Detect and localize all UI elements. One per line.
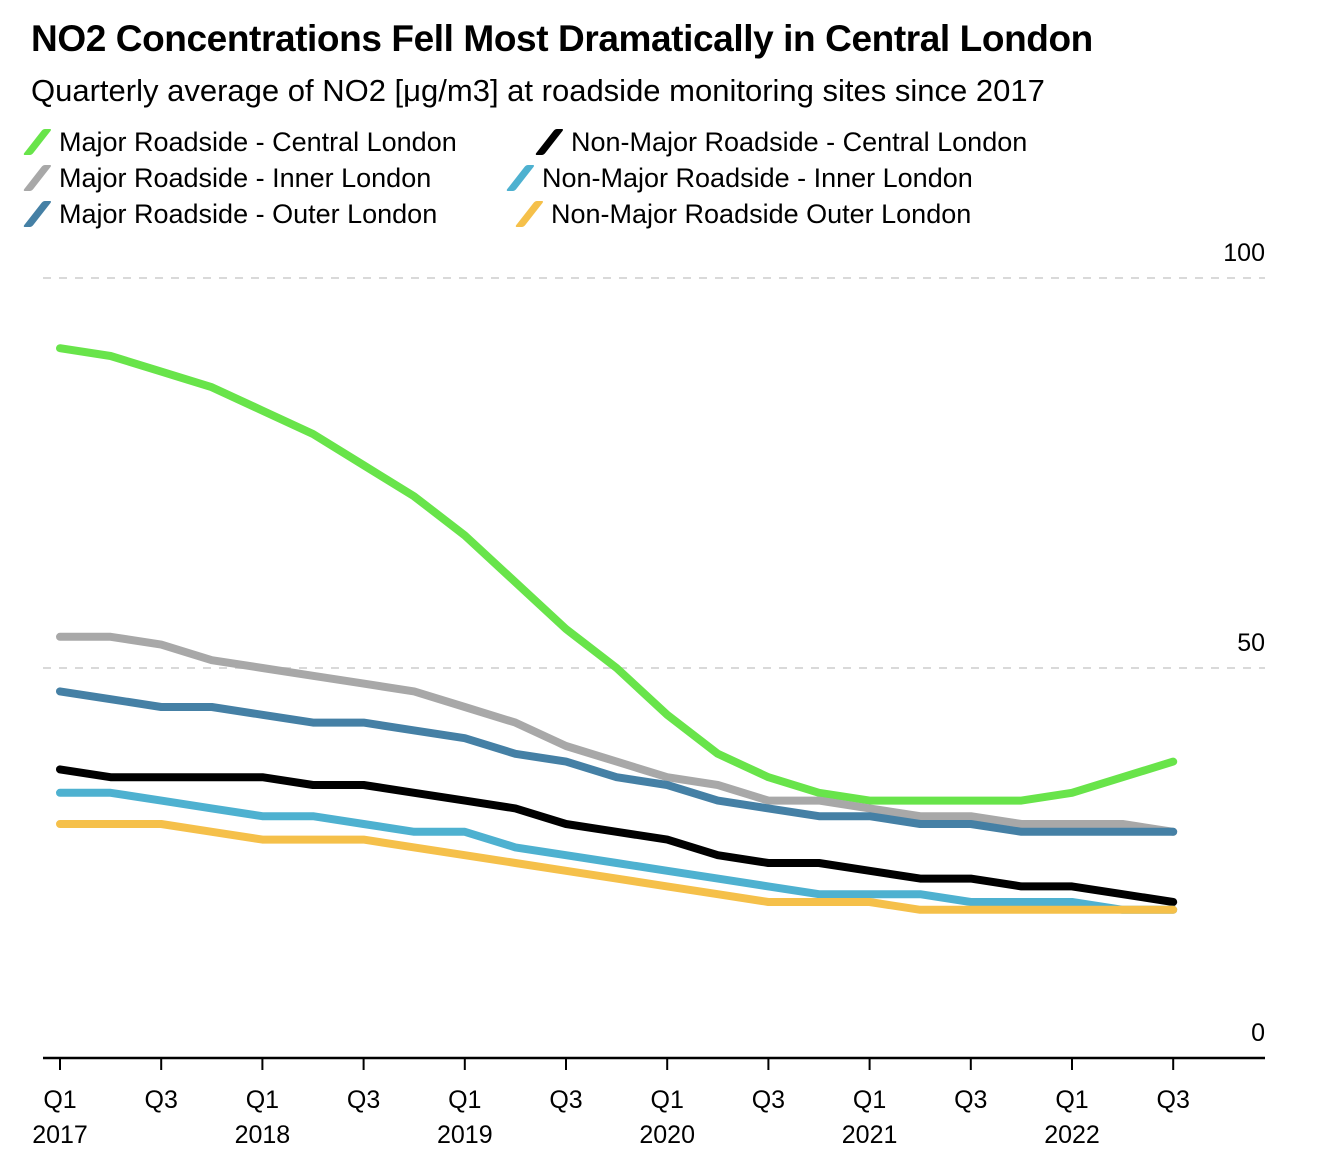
x-tick-label: Q3	[954, 1086, 987, 1114]
x-tick-label: Q3	[549, 1086, 582, 1114]
legend-label: Non-Major Roadside - Inner London	[542, 163, 973, 193]
x-tick-label: Q1	[246, 1086, 279, 1114]
series-line	[56, 632, 1178, 836]
legend-item: Non-Major Roadside - Inner London	[505, 160, 973, 196]
y-tick-label: 0	[1251, 1019, 1265, 1047]
series-line	[56, 788, 1178, 914]
x-tick-label: Q3	[752, 1086, 785, 1114]
y-tick-label: 100	[1223, 239, 1265, 267]
x-tick-year-label: 2020	[639, 1121, 695, 1149]
gridlines	[43, 277, 1265, 669]
series-line	[56, 820, 1178, 914]
x-tick-label: Q1	[43, 1086, 76, 1114]
legend-label: Major Roadside - Outer London	[59, 199, 438, 229]
x-tick-year-label: 2021	[842, 1121, 898, 1149]
x-tick-year-label: 2018	[235, 1121, 291, 1149]
series-line	[56, 687, 1178, 836]
series-lines	[56, 344, 1178, 914]
legend-label: Major Roadside - Central London	[59, 127, 457, 157]
legend-item: Non-Major Roadside Outer London	[514, 196, 972, 232]
y-axis-labels: 0 50 100	[1223, 239, 1265, 1047]
y-tick-label: 50	[1237, 629, 1265, 657]
legend-label: Non-Major Roadside Outer London	[551, 199, 972, 229]
legend-item: Major Roadside - Central London	[22, 124, 457, 160]
x-tick-label: Q3	[347, 1086, 380, 1114]
legend-item: Major Roadside - Inner London	[22, 160, 432, 196]
x-tick-year-label: 2022	[1044, 1121, 1100, 1149]
legend-item: Non-Major Roadside - Central London	[534, 124, 1028, 160]
x-tick-label: Q1	[448, 1086, 481, 1114]
legend-item: Major Roadside - Outer London	[22, 196, 438, 232]
chart-subtitle: Quarterly average of NO2 [μg/m3] at road…	[31, 73, 1045, 108]
series-line	[56, 765, 1178, 906]
x-tick-label: Q3	[1157, 1086, 1190, 1114]
x-tick-label: Q1	[853, 1086, 886, 1114]
x-axis: Q1 2017 Q3 Q1 2018 Q3 Q1 2019 Q3 Q1 2020 Q3 Q1 2021 Q3…	[32, 1056, 1265, 1149]
series-line	[56, 344, 1178, 805]
chart-title: NO2 Concentrations Fell Most Dramaticall…	[31, 18, 1093, 59]
legend-label: Non-Major Roadside - Central London	[571, 127, 1028, 157]
x-tick-label: Q1	[1055, 1086, 1088, 1114]
x-tick-year-label: 2017	[32, 1121, 88, 1149]
x-tick-label: Q3	[145, 1086, 178, 1114]
x-tick-label: Q1	[651, 1086, 684, 1114]
legend-label: Major Roadside - Inner London	[59, 163, 432, 193]
x-tick-year-label: 2019	[437, 1121, 493, 1149]
